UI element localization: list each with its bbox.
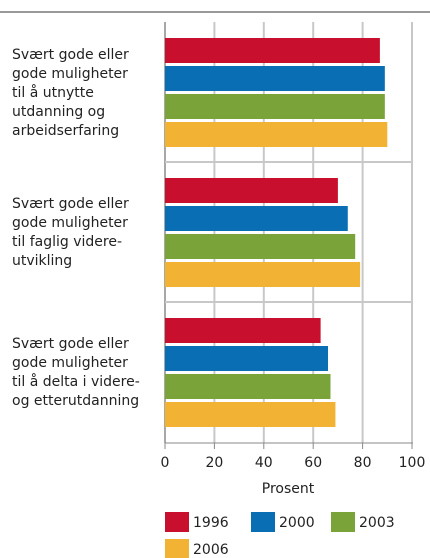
legend-swatch bbox=[331, 512, 355, 532]
x-tick-label: 100 bbox=[399, 455, 426, 471]
legend-label: 1996 bbox=[193, 515, 229, 531]
legend-label: 2003 bbox=[359, 515, 395, 531]
category-label: Svært gode eller gode muligheter til å u… bbox=[12, 46, 129, 139]
bar bbox=[165, 262, 361, 287]
legend-label: 2000 bbox=[279, 515, 315, 531]
bar bbox=[165, 38, 380, 63]
bar bbox=[165, 402, 336, 427]
category-label: Svært gode eller gode muligheter til å d… bbox=[12, 336, 140, 409]
bar bbox=[165, 234, 356, 259]
legend-swatch bbox=[165, 512, 189, 532]
bar bbox=[165, 178, 338, 203]
bar bbox=[165, 318, 321, 343]
bar bbox=[165, 122, 388, 147]
x-axis-label: Prosent bbox=[262, 481, 315, 497]
legend-label: 2006 bbox=[193, 542, 229, 558]
bar bbox=[165, 374, 331, 399]
bar bbox=[165, 206, 348, 231]
x-tick-label: 0 bbox=[161, 455, 170, 471]
x-tick-label: 80 bbox=[354, 455, 372, 471]
legend-swatch bbox=[251, 512, 275, 532]
x-tick-label: 40 bbox=[255, 455, 273, 471]
bar bbox=[165, 346, 329, 371]
x-tick-label: 20 bbox=[205, 455, 223, 471]
x-tick-label: 60 bbox=[304, 455, 322, 471]
bar bbox=[165, 94, 385, 119]
bar bbox=[165, 66, 385, 91]
legend-swatch bbox=[165, 539, 189, 558]
category-label: Svært gode eller gode muligheter til fag… bbox=[12, 196, 129, 269]
